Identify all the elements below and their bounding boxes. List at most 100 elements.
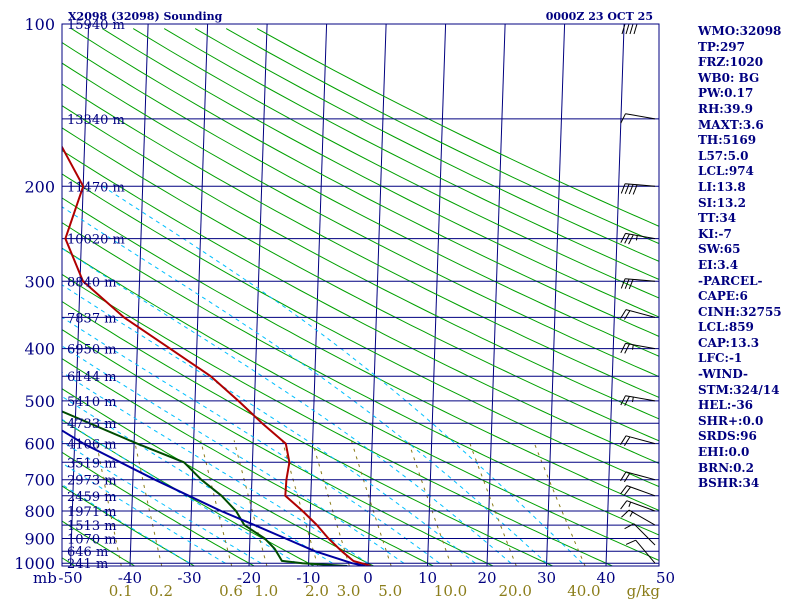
- mixing-ratio-tick-label: 20.0: [498, 582, 531, 600]
- mixing-ratio-line: [95, 440, 122, 566]
- dry-adiabat: [62, 300, 553, 566]
- height-label: 7837 m: [67, 311, 117, 326]
- dry-adiabat: [62, 358, 434, 566]
- dry-adiabat: [163, 28, 659, 280]
- index-item: CAP:13.3: [698, 335, 760, 350]
- index-item: SHR+:0.0: [698, 413, 764, 428]
- index-item: MAXT:3.6: [698, 117, 764, 132]
- wind-barb-flag: [621, 509, 630, 518]
- mixing-ratio-tick-label: 3.0: [337, 582, 361, 600]
- pressure-label: 500: [24, 392, 55, 411]
- wind-barb-flag: [620, 395, 626, 406]
- wind-barb-half-flag: [632, 397, 634, 403]
- moist-adiabat: [62, 345, 405, 564]
- wind-barb-flag: [624, 523, 635, 530]
- wind-barb-staff: [625, 309, 656, 318]
- dry-adiabat: [62, 451, 255, 566]
- wind-barb-flag: [629, 23, 634, 35]
- wind-barb-flag: [620, 113, 626, 124]
- wind-barb: [620, 342, 656, 354]
- wind-barb-flag: [620, 233, 626, 243]
- index-item: WMO:32098: [698, 24, 782, 38]
- station-title: X2098 (32098) Sounding: [68, 10, 223, 23]
- dry-adiabat: [62, 329, 494, 566]
- wind-barb: [620, 183, 656, 195]
- isotherm-line: [605, 24, 625, 566]
- index-item: KI:-7: [698, 226, 732, 241]
- wind-barb-flag: [623, 486, 631, 496]
- plot-frame: [61, 23, 660, 567]
- wind-barb-staff: [625, 435, 656, 445]
- temperature-tick-label: 40: [596, 569, 615, 587]
- background-lines: [62, 24, 659, 566]
- index-item: TH:5169: [698, 133, 757, 148]
- height-label: 1070 m: [67, 533, 117, 548]
- isotherm-line: [248, 24, 268, 566]
- index-item: SRDS:96: [698, 429, 757, 444]
- mixing-ratio-tick-label: 10.0: [434, 582, 467, 600]
- moist-adiabat: [62, 371, 369, 564]
- wind-barb: [621, 509, 656, 526]
- wind-barb-flag: [624, 183, 630, 194]
- height-label: 241 m: [67, 557, 108, 572]
- wind-barb-flag: [628, 234, 634, 245]
- moist-adiabat: [62, 483, 190, 564]
- index-item: PW:0.17: [698, 86, 754, 101]
- moist-adiabat: [62, 316, 440, 564]
- wind-barb-flag: [623, 310, 631, 320]
- index-item: HEL:-36: [698, 398, 754, 413]
- wind-barb-flag: [620, 309, 627, 319]
- dry-adiabat: [62, 173, 659, 488]
- mixing-ratio-tick-label: 2.0: [305, 582, 329, 600]
- mixing-ratio-line: [311, 440, 350, 566]
- moist-adiabat: [62, 462, 226, 564]
- isotherm-line: [308, 24, 328, 566]
- index-item: WB0: BG: [698, 70, 760, 85]
- index-item: TP:297: [698, 39, 746, 54]
- temperature-tick-label: -30: [177, 569, 201, 587]
- mixing-ratio-tick-label: 5.0: [378, 582, 402, 600]
- wind-barb-flag: [620, 343, 626, 354]
- height-label: 6950 m: [67, 343, 117, 358]
- height-label: 3519 m: [67, 456, 117, 471]
- profile-lines: [62, 144, 372, 566]
- temperature-line: [62, 144, 372, 566]
- isotherm-line: [546, 24, 566, 566]
- height-label: 4106 m: [67, 438, 117, 453]
- index-item: CINH:32755: [698, 304, 782, 319]
- pressure-label: 300: [24, 272, 55, 291]
- height-label: 2459 m: [67, 490, 117, 505]
- index-item: BSHR:34: [698, 476, 760, 491]
- wind-barb-staff: [625, 342, 656, 350]
- mixing-ratio-line: [233, 440, 268, 566]
- height-label: 1971 m: [67, 505, 117, 520]
- temperature-tick-label: -20: [237, 569, 261, 587]
- wind-barb-staff: [633, 523, 656, 546]
- pressure-label: 400: [24, 340, 55, 359]
- wind-barb-flag: [624, 343, 630, 354]
- wind-barb-flag: [620, 500, 628, 510]
- height-label: 4733 m: [67, 417, 117, 432]
- temperature-tick-label: -10: [296, 569, 320, 587]
- index-item: LCL:859: [698, 320, 754, 335]
- wind-barb-flag: [620, 278, 626, 289]
- wind-barb: [620, 471, 656, 483]
- index-item: L57:5.0: [698, 148, 749, 163]
- temperature-tick-label: -40: [118, 569, 142, 587]
- sounding-indices: WMO:32098 TP:297 FRZ:1020 WB0: BG PW:0.17 RH:…: [698, 24, 798, 492]
- temperature-tick-label: 10: [418, 569, 437, 587]
- index-item: LFC:-1: [698, 351, 743, 366]
- wind-barb: [620, 113, 656, 124]
- pressure-label: 900: [24, 530, 55, 549]
- height-label: 5410 m: [67, 395, 117, 410]
- index-item: RH:39.9: [698, 101, 753, 116]
- index-item: EI:3.4: [698, 257, 739, 272]
- wind-barb-half-flag: [635, 235, 638, 241]
- pressure-label: 200: [24, 177, 55, 196]
- wind-barb-half-flag: [632, 344, 634, 350]
- height-label: 11470 m: [67, 180, 125, 195]
- temperature-tick-label: 50: [656, 569, 675, 587]
- moist-adiabat: [62, 418, 297, 564]
- dry-adiabat: [132, 28, 659, 299]
